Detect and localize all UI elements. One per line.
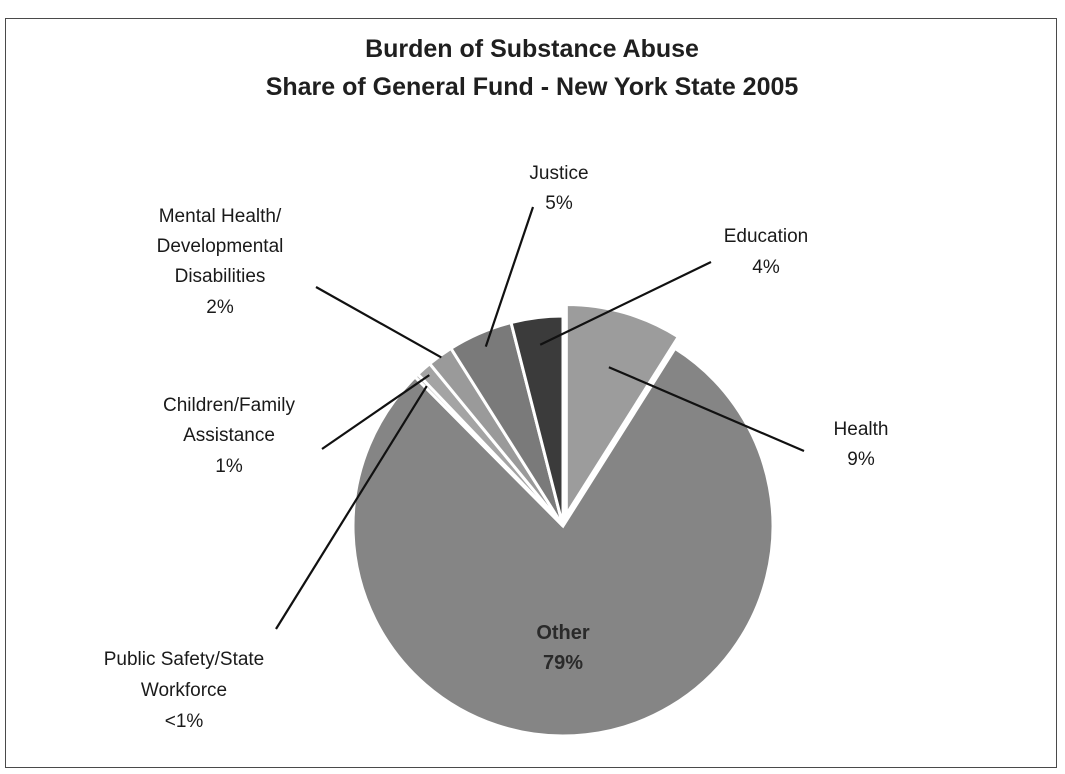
label-health-name: Health — [834, 419, 889, 440]
leader-line-education — [539, 261, 712, 346]
pie-slice-health — [564, 302, 681, 520]
leader-line-public-safety-state-workforce — [275, 385, 428, 630]
label-education-name: Education — [724, 226, 809, 247]
label-mental-health-line2: Developmental — [157, 236, 284, 257]
label-public-safety-line2: Workforce — [141, 680, 227, 701]
label-public-safety-line1: Public Safety/State — [104, 649, 265, 670]
label-mental-health-line1: Mental Health/ — [159, 206, 282, 227]
chart-frame: Burden of Substance Abuse Share of Gener… — [5, 18, 1057, 768]
label-children-line1: Children/Family — [163, 395, 295, 416]
leader-lines — [275, 206, 805, 630]
leader-line-children-family-assistance — [321, 374, 430, 450]
pie-chart: Burden of Substance Abuse Share of Gener… — [104, 35, 889, 738]
label-children-value: 1% — [215, 456, 243, 477]
label-children-line2: Assistance — [183, 425, 275, 446]
pie-slice-education — [509, 314, 565, 527]
label-health-value: 9% — [847, 449, 875, 470]
label-mental-health-line3: Disabilities — [175, 266, 266, 287]
pie-slices — [351, 302, 775, 738]
pie-slice-other — [351, 346, 775, 738]
leader-line-mental-health-developmental-disabilities — [315, 286, 442, 359]
label-justice-name: Justice — [529, 163, 588, 184]
label-other-name: Other — [536, 622, 590, 644]
label-education-value: 4% — [752, 257, 780, 278]
leader-line-health — [608, 366, 805, 453]
leader-line-justice — [484, 206, 535, 347]
label-mental-health-value: 2% — [206, 297, 234, 318]
chart-subtitle: Share of General Fund - New York State 2… — [266, 73, 799, 101]
label-public-safety-value: <1% — [165, 711, 204, 732]
label-justice-value: 5% — [545, 193, 573, 214]
label-other-value: 79% — [543, 652, 583, 674]
chart-title: Burden of Substance Abuse — [365, 35, 699, 63]
